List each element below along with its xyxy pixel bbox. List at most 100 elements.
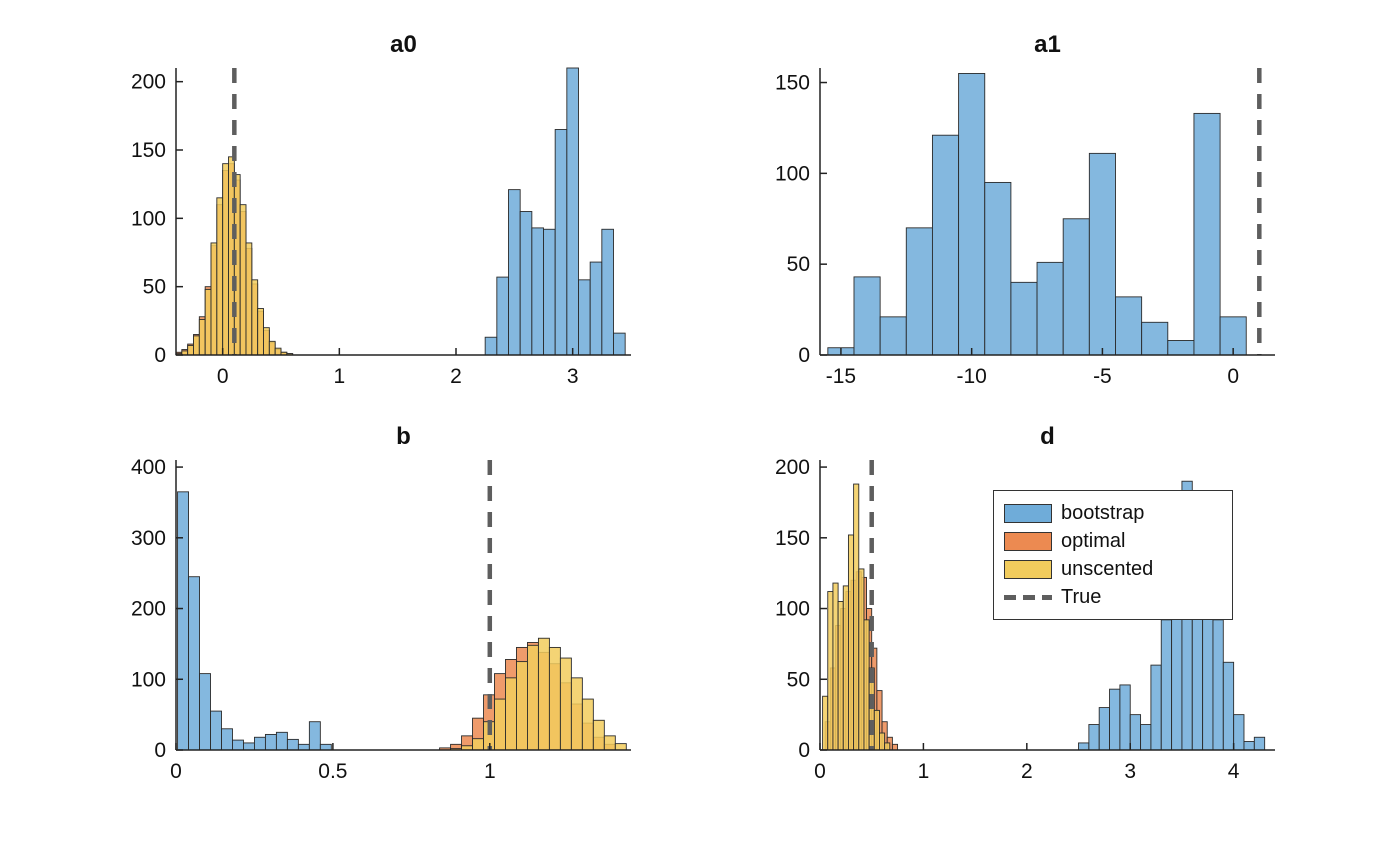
y-tick-label: 100 — [131, 668, 166, 691]
bootstrap-bar — [613, 332, 626, 356]
unscented-bar — [847, 534, 855, 751]
y-tick-label: 100 — [131, 207, 166, 230]
subplot-a0-title: a0 — [390, 31, 417, 58]
unscented-bar — [827, 591, 834, 751]
unscented-bar — [187, 344, 194, 356]
bootstrap-bar — [1078, 742, 1090, 751]
y-tick-label: 200 — [131, 71, 166, 94]
y-tick-label: 150 — [775, 72, 810, 95]
unscented-bar — [257, 308, 264, 356]
unscented-bar — [274, 347, 282, 356]
unscented-bar — [614, 743, 627, 751]
unscented-bar — [210, 242, 218, 356]
bootstrap-bar — [1193, 112, 1221, 356]
y-tick-label: 100 — [775, 162, 810, 185]
bootstrap-bar — [177, 491, 190, 751]
y-tick-label: 0 — [154, 344, 166, 367]
unscented-bar — [603, 735, 616, 751]
subplot-a1: -15 -10 -5 0 0 50 100 150 — [775, 68, 1275, 388]
bootstrap-bar — [905, 227, 933, 356]
bootstrap-bar — [199, 673, 211, 751]
unscented-bar — [853, 483, 860, 751]
x-tick-label: 2 — [1021, 760, 1033, 783]
unscented-bar — [516, 661, 528, 751]
bootstrap-bar — [210, 710, 222, 751]
unscented-bar — [570, 677, 583, 751]
bootstrap-bar — [484, 336, 498, 356]
y-tick-label: 200 — [131, 598, 166, 621]
bootstrap-bar — [1129, 714, 1142, 751]
bootstrap-bar — [1010, 281, 1038, 356]
x-tick-label: 2 — [450, 365, 462, 388]
subplot-b-title: b — [396, 423, 411, 450]
bootstrap-bar — [601, 228, 614, 356]
bootstrap-bar — [188, 576, 200, 751]
x-tick-label: -5 — [1093, 365, 1112, 388]
unscented-bar — [494, 698, 506, 751]
x-tick-label: -15 — [826, 365, 856, 388]
bootstrap-bar — [1088, 724, 1100, 751]
bootstrap-bar — [308, 721, 321, 751]
bootstrap-bar — [578, 279, 591, 356]
subplot-a1-title: a1 — [1034, 31, 1061, 58]
unscented-bar — [239, 204, 247, 356]
x-tick-label: 4 — [1228, 760, 1240, 783]
y-tick-label: 50 — [787, 668, 810, 691]
x-tick-label: 0 — [170, 760, 182, 783]
y-tick-label: 200 — [775, 456, 810, 479]
bootstrap-bar — [1140, 724, 1152, 751]
x-tick-label: 1 — [918, 760, 930, 783]
x-tick-label: 3 — [1124, 760, 1136, 783]
bootstrap-bar — [232, 739, 244, 751]
y-tick-label: 0 — [154, 739, 166, 762]
unscented-bar — [822, 695, 829, 751]
x-tick-label: 1 — [484, 760, 496, 783]
bootstrap-bar — [1115, 296, 1143, 356]
x-tick-label: -10 — [956, 365, 986, 388]
bootstrap-bar — [1160, 619, 1173, 751]
legend-item-true: True — [1004, 583, 1222, 611]
y-tick-label: 100 — [775, 598, 810, 621]
true-swatch — [1004, 594, 1052, 600]
unscented-bar — [245, 242, 253, 356]
unscented-bar — [832, 582, 839, 751]
bootstrap-bar — [589, 261, 603, 356]
bootstrap-bar — [1243, 741, 1255, 751]
bootstrap-bar — [221, 728, 233, 751]
bootstrap-bar — [1167, 340, 1195, 356]
unscented-bar — [879, 732, 886, 751]
bootstrap-bar — [1233, 714, 1245, 751]
bootstrap-bar — [1036, 261, 1064, 356]
bootstrap-bar — [508, 189, 521, 356]
bootstrap-bar — [853, 276, 881, 356]
bootstrap-histogram — [484, 67, 626, 356]
unscented-bar — [858, 568, 865, 751]
bootstrap-bar — [1219, 316, 1247, 356]
unscented-histogram — [175, 156, 294, 356]
unscented-bar — [842, 585, 849, 751]
unscented-bar — [216, 197, 224, 356]
unscented-bar — [204, 288, 212, 356]
unscented-bar — [873, 709, 880, 751]
bootstrap-bar — [1150, 664, 1162, 751]
unscented-bar — [559, 657, 572, 751]
unscented-bar — [592, 719, 605, 751]
unscented-bar — [198, 319, 206, 356]
unscented-bar — [537, 637, 550, 751]
y-tick-label: 0 — [798, 344, 810, 367]
unscented-bar — [863, 619, 870, 751]
x-tick-label: 1 — [333, 365, 345, 388]
bootstrap-bar — [1253, 736, 1266, 751]
x-tick-label: 0 — [814, 760, 826, 783]
bootstrap-bar — [264, 733, 277, 751]
legend-label: optimal — [1061, 529, 1126, 552]
unscented-bar — [581, 698, 594, 751]
unscented-bar — [527, 644, 539, 751]
y-tick-label: 400 — [131, 456, 166, 479]
x-tick-label: 0 — [1227, 365, 1239, 388]
bootstrap-bar — [496, 276, 509, 356]
bootstrap-bar — [275, 731, 288, 751]
unscented-bar — [193, 335, 200, 356]
legend-item-optimal: optimal — [1004, 527, 1222, 555]
